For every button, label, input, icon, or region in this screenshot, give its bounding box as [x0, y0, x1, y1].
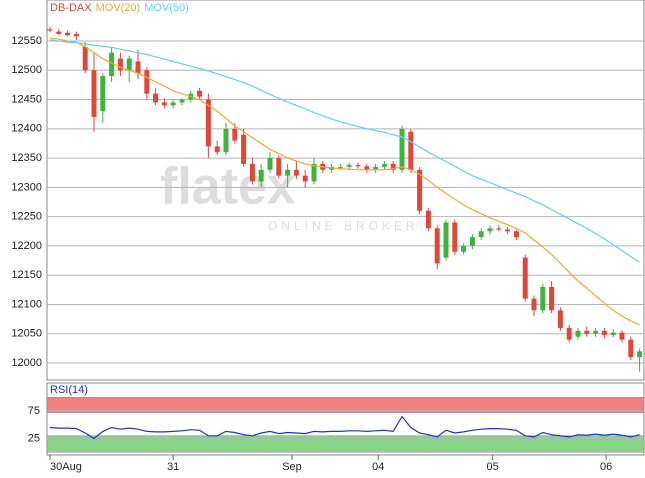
candle-body: [153, 93, 159, 103]
candle-body: [390, 163, 396, 170]
candle-body: [293, 169, 299, 176]
candle-body: [373, 166, 379, 170]
candle-body: [549, 286, 555, 311]
candle-body: [610, 332, 616, 335]
candle-body: [197, 90, 203, 97]
rsi-line: [49, 415, 640, 440]
candle-body: [452, 222, 458, 252]
candle-body: [399, 128, 405, 170]
legend-entry: MOV(50): [144, 2, 189, 14]
y-tick-label: 12050: [11, 328, 42, 340]
candle-body: [461, 245, 467, 252]
candle-body: [337, 166, 343, 168]
candle-body: [117, 58, 123, 71]
candle-body: [575, 330, 581, 337]
candle-body: [241, 134, 247, 164]
candle-body: [285, 169, 291, 176]
y-tick-label: 12450: [11, 93, 42, 105]
candle-body: [364, 166, 370, 170]
candle-body: [443, 222, 449, 258]
y-tick-label: 75: [28, 405, 40, 417]
moving-average: [49, 37, 640, 326]
y-tick-label: 25: [28, 432, 40, 444]
candle-body: [91, 70, 97, 118]
legend-entry: MOV(20): [96, 2, 141, 14]
candle-body: [434, 228, 440, 264]
y-tick-label: 12300: [11, 181, 42, 193]
candle-body: [65, 32, 71, 36]
candle-body: [593, 330, 599, 334]
candle-body: [487, 228, 493, 232]
candle-body: [425, 210, 431, 229]
candle-body: [584, 330, 590, 334]
candle-body: [355, 165, 361, 167]
candle-body: [381, 163, 387, 167]
legend-entry: RSI(14): [50, 384, 88, 396]
candle-body: [628, 339, 634, 358]
candle-body: [100, 76, 106, 112]
candle-body: [82, 46, 88, 71]
candle-body: [302, 175, 308, 182]
watermark-sub: ONLINE BROKER: [268, 219, 419, 233]
candle-body: [417, 169, 423, 211]
band: [46, 397, 645, 413]
y-tick-label: 12200: [11, 240, 42, 252]
x-tick-label: 05: [487, 461, 499, 473]
candle-body: [126, 58, 132, 71]
candle-body: [637, 351, 643, 358]
candle-body: [47, 29, 53, 31]
candle-body: [249, 163, 255, 182]
candle-body: [478, 231, 484, 238]
candle-body: [601, 330, 607, 335]
candle-body: [109, 52, 115, 77]
y-tick-label: 12500: [11, 64, 42, 76]
candle-body: [513, 231, 519, 238]
candle-body: [276, 158, 282, 176]
candle-body: [144, 70, 150, 94]
candle-body: [566, 327, 572, 340]
candle-body: [619, 332, 625, 340]
candle-body: [346, 165, 352, 167]
candle-body: [267, 158, 273, 170]
price-panel: [46, 0, 645, 381]
candle-body: [311, 163, 317, 182]
candle-body: [232, 128, 238, 141]
y-tick-label: 12150: [11, 269, 42, 281]
candle-body: [540, 286, 546, 311]
y-tick-label: 12550: [11, 35, 42, 47]
y-tick-label: 12100: [11, 298, 42, 310]
y-tick-label: 12400: [11, 123, 42, 135]
x-tick-label: 30Aug: [50, 461, 82, 473]
band: [46, 435, 645, 453]
x-tick-label: 31: [167, 461, 179, 473]
candle-body: [505, 229, 511, 232]
candle-body: [469, 237, 475, 246]
candle-body: [522, 257, 528, 299]
candle-body: [258, 169, 264, 182]
candle-body: [179, 99, 185, 103]
x-tick-label: 04: [372, 461, 384, 473]
candle-body: [56, 31, 62, 34]
candle-body: [557, 310, 563, 328]
candle-body: [408, 131, 414, 170]
y-tick-label: 12000: [11, 357, 42, 369]
watermark: flatex: [160, 158, 296, 216]
candle-body: [214, 146, 220, 153]
candle-body: [223, 128, 229, 153]
candle-body: [205, 99, 211, 147]
y-tick-label: 12250: [11, 211, 42, 223]
candle-body: [170, 102, 176, 106]
y-tick-label: 12350: [11, 152, 42, 164]
candle-body: [496, 228, 502, 230]
candle-body: [531, 298, 537, 311]
x-tick-label: Sep: [282, 461, 302, 473]
x-tick-label: 06: [600, 461, 612, 473]
candle-body: [135, 61, 141, 74]
candle-body: [161, 102, 167, 106]
candle-body: [73, 33, 79, 37]
moving-average: [49, 39, 640, 263]
legend-entry: DB-DAX: [50, 2, 92, 14]
